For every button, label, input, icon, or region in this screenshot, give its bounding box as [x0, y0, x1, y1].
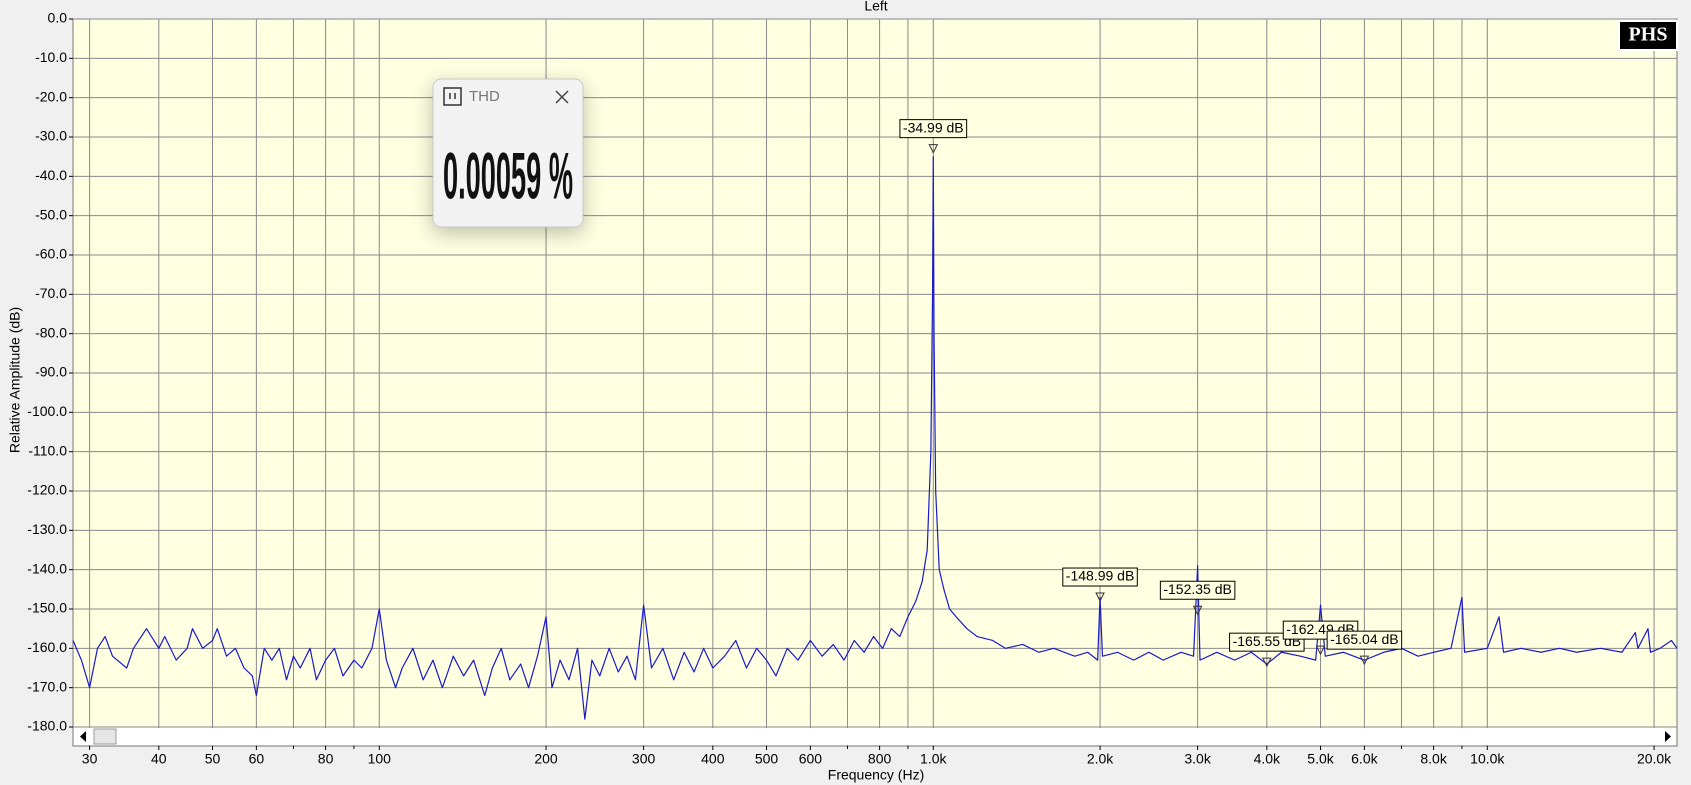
x-tick-label: 20.0k — [1637, 751, 1672, 767]
y-tick-label: -120.0 — [27, 482, 67, 498]
logo-text: PHS — [1629, 24, 1668, 46]
peak-label: -148.99 dB — [1066, 568, 1135, 584]
peak-label: -34.99 dB — [903, 119, 964, 135]
x-tick-label: 200 — [534, 751, 558, 767]
x-tick-label: 50 — [205, 751, 221, 767]
peak-marker — [1359, 655, 1370, 666]
x-tick-label: 10.0k — [1470, 751, 1505, 767]
y-tick-label: -40.0 — [35, 167, 67, 183]
y-tick-label: -10.0 — [35, 49, 67, 65]
window-title: THD — [469, 88, 500, 105]
peak-label-box — [1159, 580, 1236, 600]
scroll-thumb[interactable] — [93, 728, 117, 745]
close-button[interactable] — [555, 90, 569, 104]
x-tick-label: 100 — [368, 751, 392, 767]
x-tick-label: 60 — [249, 751, 265, 767]
scroll-right[interactable] — [1665, 731, 1671, 742]
y-tick-label: -50.0 — [35, 206, 67, 222]
logo-box — [1618, 20, 1678, 51]
peak-marker — [928, 144, 939, 154]
peak-label-box — [1326, 630, 1403, 650]
scrollbar[interactable] — [74, 728, 1676, 745]
peak-label: -152.35 dB — [1163, 581, 1232, 597]
y-tick-label: -110.0 — [28, 442, 67, 458]
peak-label-box — [899, 119, 968, 139]
y-tick-label: -100.0 — [27, 403, 67, 419]
y-axis-label: Relative Amplitude (dB) — [7, 307, 23, 453]
peak-marker — [1192, 605, 1203, 616]
chart-title: Left — [864, 0, 887, 14]
x-tick-label: 800 — [868, 751, 892, 767]
scroll-left[interactable] — [80, 731, 86, 742]
peak-marker — [1095, 592, 1105, 603]
thd-window[interactable]: THD 0.00059 % — [432, 78, 584, 228]
x-axis-label: Frequency (Hz) — [828, 767, 924, 783]
peak-markers: -34.99 dB-148.99 dB-152.35 dB-165.55 dB-… — [899, 119, 1403, 668]
x-tick-label: 8.0k — [1420, 751, 1447, 767]
scroll-track[interactable] — [74, 728, 1676, 745]
x-tick-label: 1.0k — [920, 751, 947, 767]
x-tick-label: 40 — [151, 751, 167, 767]
peak-marker — [1262, 657, 1272, 668]
y-tick-label: -180.0 — [27, 718, 67, 734]
x-tick-label: 2.0k — [1087, 751, 1114, 767]
x-tick-label: 4.0k — [1254, 751, 1281, 767]
peak-label-box — [1062, 567, 1138, 587]
x-tick-label: 5.0k — [1307, 751, 1334, 767]
y-tick-label: -60.0 — [35, 246, 67, 262]
y-tick-label: -150.0 — [27, 600, 67, 616]
thd-reading: 0.00059 % — [443, 138, 573, 212]
peak-marker — [1315, 645, 1326, 656]
y-tick-label: -170.0 — [27, 678, 67, 694]
x-tick-label: 400 — [701, 751, 725, 767]
y-tick-label: -140.0 — [27, 560, 67, 576]
plot-area — [72, 18, 1678, 747]
x-tick-label: 500 — [755, 751, 779, 767]
x-tick-label: 300 — [632, 751, 656, 767]
x-tick-label: 30 — [82, 751, 98, 767]
y-tick-label: -80.0 — [35, 324, 67, 340]
y-tick-label: -30.0 — [35, 128, 67, 144]
y-tick-label: -20.0 — [35, 88, 67, 104]
y-tick-label: -90.0 — [35, 364, 67, 380]
x-tick-label: 6.0k — [1351, 751, 1378, 767]
window-frame — [432, 78, 584, 228]
y-tick-label: 0.0 — [48, 10, 68, 26]
y-tick-label: -130.0 — [27, 521, 67, 537]
x-tick-label: 600 — [799, 751, 823, 767]
window-icon — [443, 87, 462, 106]
peak-label: -165.04 dB — [1330, 631, 1399, 647]
y-tick-label: -70.0 — [35, 285, 67, 301]
y-tick-label: -160.0 — [27, 639, 67, 655]
x-tick-label: 80 — [318, 751, 334, 767]
x-tick-label: 3.0k — [1184, 751, 1211, 767]
logo: PHS — [1618, 20, 1678, 51]
